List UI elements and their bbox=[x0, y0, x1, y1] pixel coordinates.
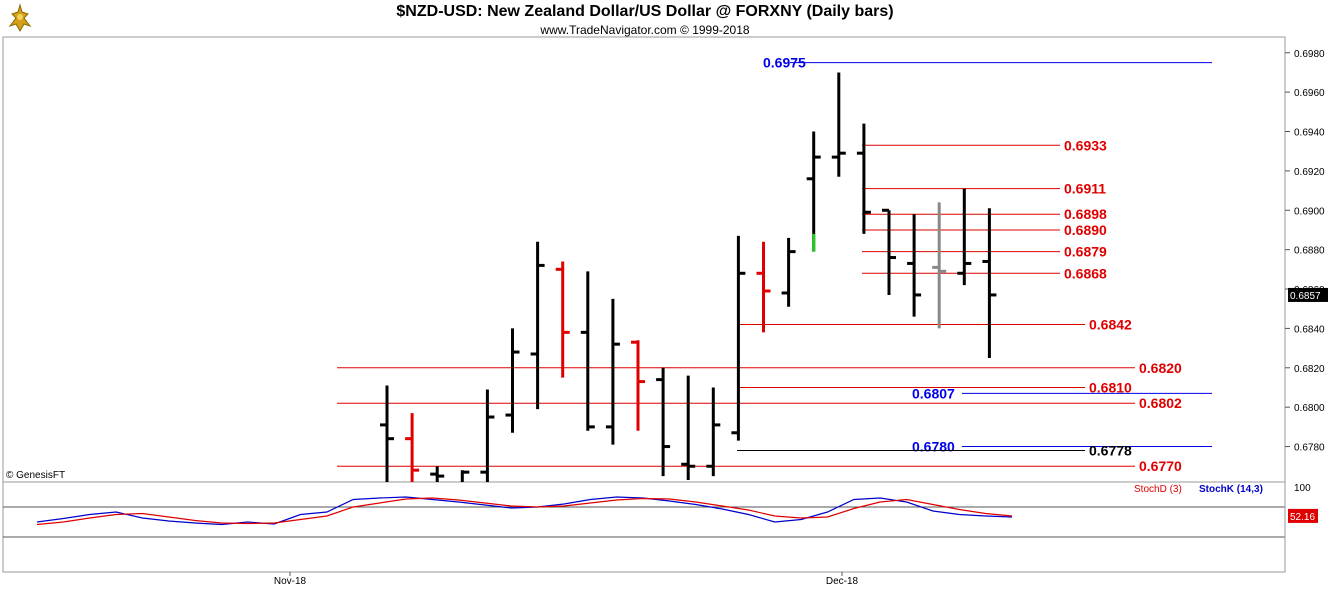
genesis-copyright: © GenesisFT bbox=[6, 470, 65, 481]
price-axis: 0.6980 0.6960 0.6940 0.6920 0.6900 0.6880 0.68… bbox=[1285, 49, 1328, 454]
chart-subtitle: www.TradeNavigator.com © 1999-2018 bbox=[540, 23, 750, 37]
legend-stochk: StochK (14,3) bbox=[1199, 484, 1263, 495]
price-tick-label: 0.6840 bbox=[1294, 324, 1325, 335]
level-label: 0.6911 bbox=[1064, 181, 1106, 197]
level-label: 0.6868 bbox=[1064, 265, 1107, 281]
date-tick-label: Dec-18 bbox=[826, 576, 859, 587]
logo-icon bbox=[8, 3, 32, 33]
bars-layer bbox=[380, 72, 997, 482]
price-tick-label: 0.6960 bbox=[1294, 88, 1325, 99]
stoch-last-box bbox=[1288, 508, 1318, 523]
stoch-last-value: 52.16 bbox=[1290, 512, 1315, 523]
stochastic-panel: 100 52.16 StochD (3) StochK (14,3) bbox=[36, 483, 1318, 526]
date-tick-label: Nov-18 bbox=[274, 576, 307, 587]
price-tick-label: 0.6940 bbox=[1294, 128, 1325, 139]
last-price-label: 0.6857 bbox=[1290, 291, 1321, 302]
level-label: 0.6780 bbox=[912, 439, 955, 455]
level-label: 0.6842 bbox=[1089, 316, 1132, 332]
price-tick-label: 0.6980 bbox=[1294, 49, 1325, 60]
price-tick-label: 0.6920 bbox=[1294, 167, 1325, 178]
date-axis: Nov-18 Dec-18 bbox=[274, 572, 859, 587]
level-label: 0.6890 bbox=[1064, 222, 1107, 238]
price-tick-label: 0.6780 bbox=[1294, 443, 1325, 454]
legend-stochd: StochD (3) bbox=[1134, 484, 1182, 495]
price-tick-label: 0.6880 bbox=[1294, 246, 1325, 257]
stoch-panel-frame bbox=[2, 481, 1286, 573]
level-label: 0.6778 bbox=[1089, 442, 1132, 458]
level-label: 0.6770 bbox=[1139, 458, 1182, 474]
level-label: 0.6820 bbox=[1139, 360, 1182, 376]
price-tick-label: 0.6800 bbox=[1294, 403, 1325, 414]
level-label: 0.6898 bbox=[1064, 206, 1107, 222]
level-label: 0.6810 bbox=[1089, 379, 1132, 395]
level-label: 0.6933 bbox=[1064, 137, 1107, 153]
last-price-box bbox=[1288, 287, 1328, 302]
price-tick-label: 0.6900 bbox=[1294, 206, 1325, 217]
stoch-series-line bbox=[36, 496, 1013, 526]
level-label: 0.6879 bbox=[1064, 244, 1107, 260]
stoch-tick-label: 100 bbox=[1294, 483, 1311, 494]
price-tick-label: 0.6820 bbox=[1294, 364, 1325, 375]
level-label: 0.6975 bbox=[763, 55, 806, 71]
level-label: 0.6802 bbox=[1139, 395, 1182, 411]
chart-title: $NZD-USD: New Zealand Dollar/US Dollar @… bbox=[396, 3, 894, 20]
level-label: 0.6807 bbox=[912, 385, 955, 401]
stoch-series-line bbox=[36, 497, 1013, 526]
